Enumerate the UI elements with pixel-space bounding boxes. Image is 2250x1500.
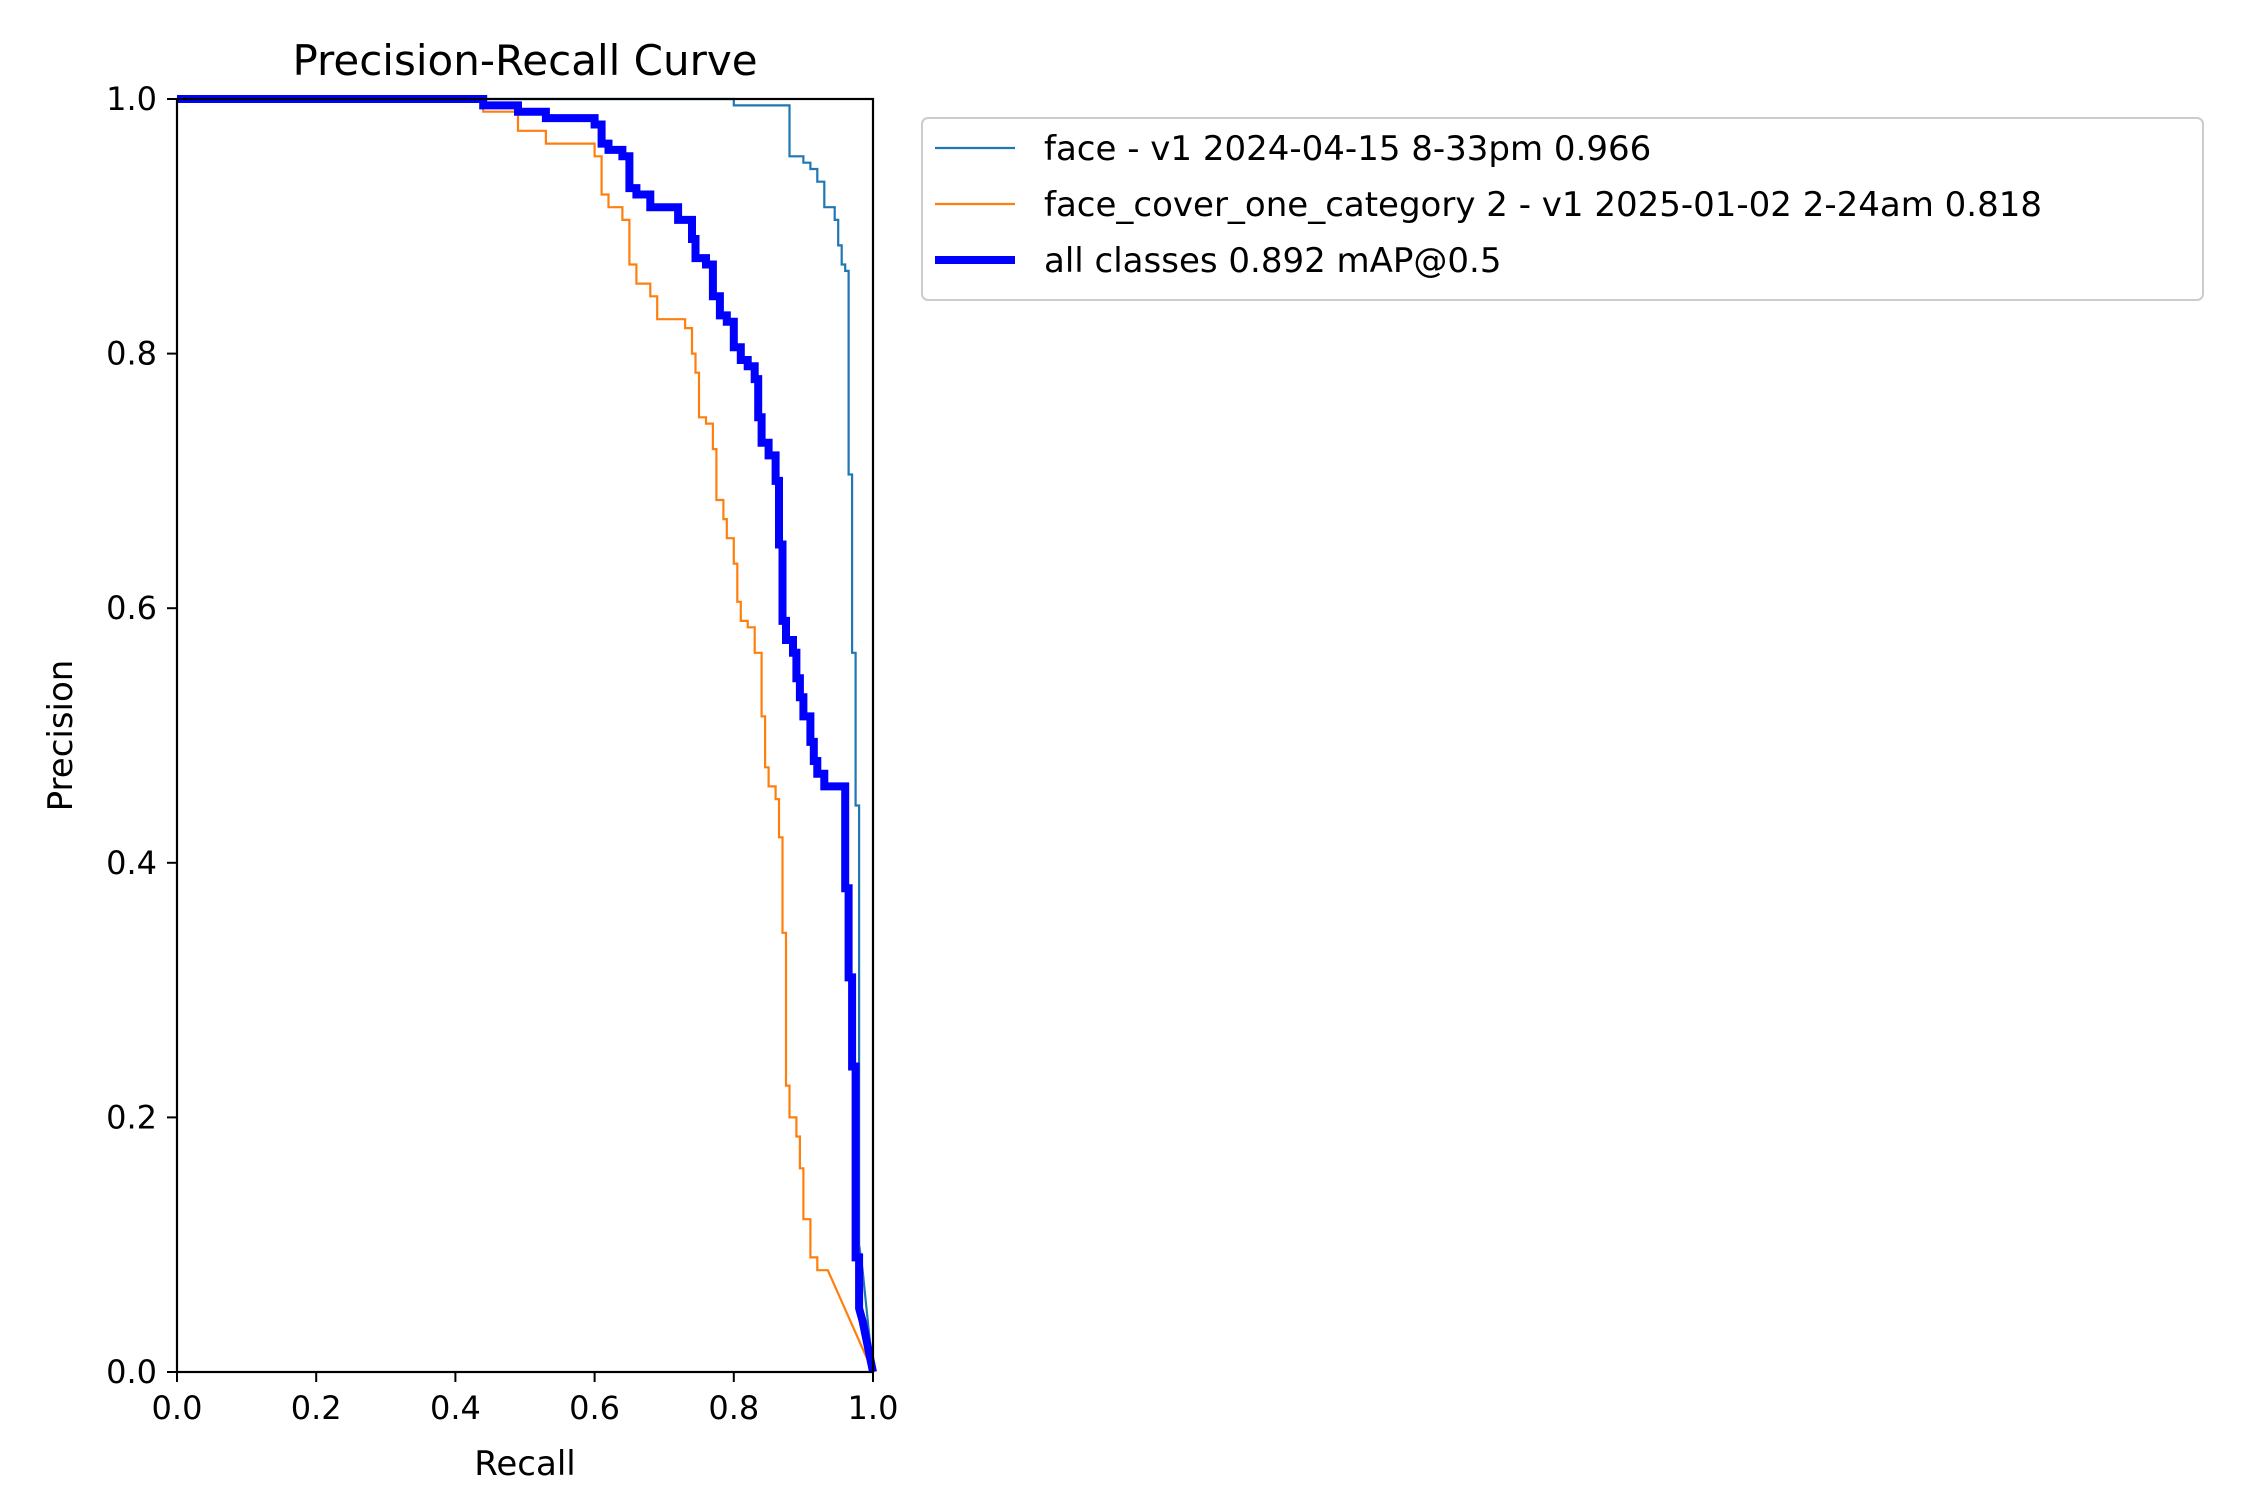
plot-lines — [177, 95, 877, 1373]
x-axis-ticks: 0.0 0.2 0.4 0.6 0.8 1.0 — [152, 1372, 899, 1427]
y-axis-label: Precision — [41, 660, 81, 812]
chart-title: Precision-Recall Curve — [292, 36, 757, 85]
y-axis-ticks: 0.0 0.2 0.4 0.6 0.8 1.0 — [106, 80, 177, 1391]
axes-frame — [175, 97, 875, 1374]
series-line-1 — [177, 97, 875, 1373]
legend: face - v1 2024-04-15 8-33pm 0.966 face_co… — [921, 117, 2204, 301]
y-tick-label: 1.0 — [106, 80, 157, 118]
y-tick-label: 0.4 — [106, 844, 157, 882]
legend-label-2: face_cover_one_category 2 - v1 2025-01-0… — [1044, 185, 2042, 225]
x-tick-label: 0.4 — [430, 1389, 481, 1427]
x-tick-label: 0.8 — [708, 1389, 759, 1427]
x-axis-label: Recall — [474, 1444, 575, 1484]
y-tick-label: 0.2 — [106, 1098, 157, 1136]
x-tick-label: 0.6 — [569, 1389, 620, 1427]
legend-label-3: all classes 0.892 mAP@0.5 — [1044, 241, 1501, 281]
y-tick-label: 0.0 — [106, 1353, 157, 1391]
series-line-3 — [177, 95, 877, 1373]
series-line-2 — [177, 97, 875, 1373]
y-tick-label: 0.6 — [106, 589, 157, 627]
x-tick-label: 0.2 — [291, 1389, 342, 1427]
legend-label-1: face - v1 2024-04-15 8-33pm 0.966 — [1044, 129, 1651, 169]
x-tick-label: 0.0 — [152, 1389, 203, 1427]
legend-box — [921, 117, 2204, 301]
y-tick-label: 0.8 — [106, 335, 157, 373]
x-tick-label: 1.0 — [848, 1389, 899, 1427]
